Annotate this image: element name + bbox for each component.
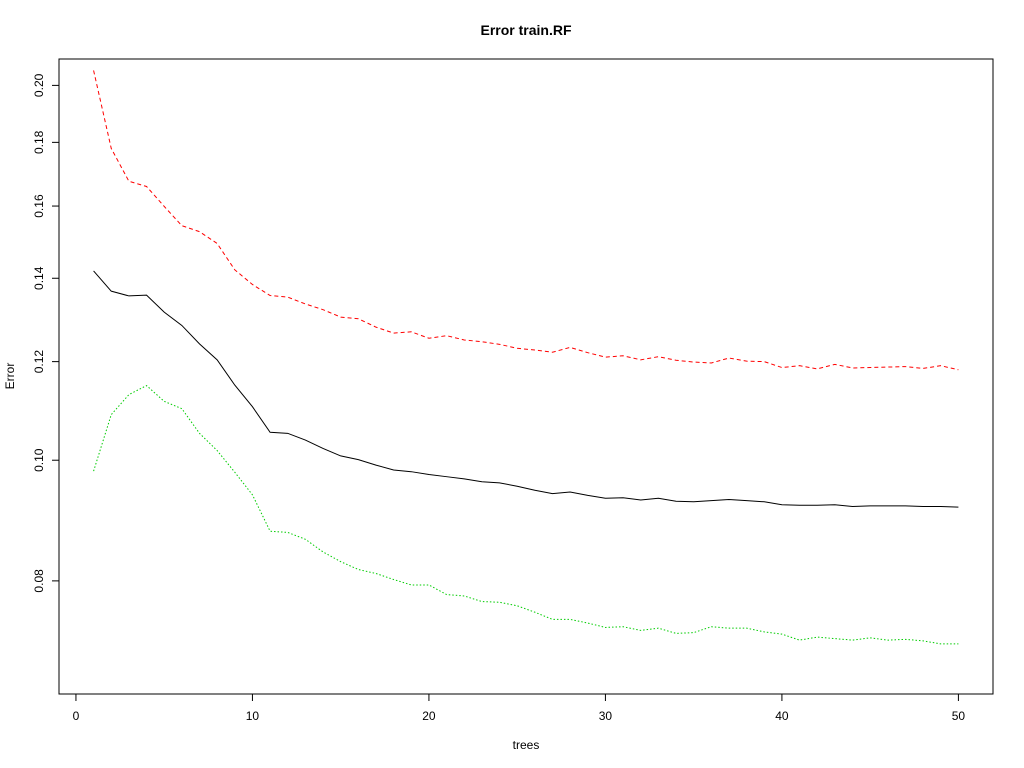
y-tick-label: 0.16 xyxy=(32,194,46,218)
x-tick-label: 30 xyxy=(599,709,613,723)
y-axis-label: Error xyxy=(3,363,17,390)
y-tick-label: 0.12 xyxy=(32,350,46,374)
x-axis-label: trees xyxy=(513,738,540,752)
x-tick-label: 0 xyxy=(73,709,80,723)
y-axis: 0.08 0.10 0.12 0.14 0.16 0.18 0.20 xyxy=(32,73,60,593)
x-tick-label: 40 xyxy=(775,709,789,723)
y-tick-label: 0.14 xyxy=(32,266,46,290)
series-line-1 xyxy=(93,270,959,508)
x-tick-label: 50 xyxy=(952,709,966,723)
x-axis: 0 10 20 30 40 50 xyxy=(73,693,966,723)
y-tick-label: 0.08 xyxy=(32,569,46,593)
x-tick-label: 20 xyxy=(422,709,436,723)
y-tick-label: 0.20 xyxy=(32,73,46,97)
series-line-2 xyxy=(93,70,959,371)
chart-title: Error train.RF xyxy=(480,22,571,38)
x-tick-label: 10 xyxy=(246,709,260,723)
y-tick-label: 0.18 xyxy=(32,130,46,154)
series-layer xyxy=(93,70,959,645)
y-tick-label: 0.10 xyxy=(32,448,46,472)
